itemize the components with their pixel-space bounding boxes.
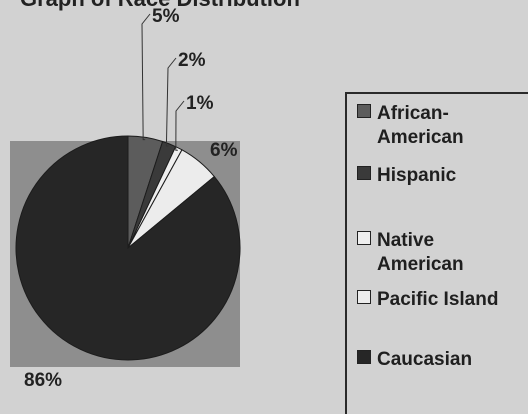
legend-swatch-african-american [357,104,371,118]
legend-swatch-caucasian [357,350,371,364]
data-label-caucasian: 86% [24,370,62,391]
legend-item-pacific-island: Pacific Island [357,288,498,312]
legend-label-african-american-line2: American [377,127,464,148]
leader-line-african-american [141,13,151,141]
leader-line-native-american [175,100,185,151]
legend-label-hispanic: Hispanic [377,165,457,186]
data-label-african-american: 5% [152,6,180,27]
legend-label-native-american-line2: American [377,254,464,275]
chart-title: Graph of Race Distribution [20,0,300,12]
legend-label-african-american-line1: African- [377,103,449,124]
leader-line-hispanic [165,57,177,147]
data-label-pacific-island: 6% [210,140,238,161]
data-label-native-american: 1% [186,93,214,114]
legend-swatch-pacific-island [357,290,371,304]
legend-label-native-american-line1: Native [377,230,435,251]
legend-label-caucasian: Caucasian [377,349,473,370]
legend-item-african-american: African- American [357,102,464,150]
legend-swatch-native-american [357,231,371,245]
pie-slice-caucasian [15,135,241,361]
legend-item-hispanic: Hispanic [357,164,456,188]
pie-chart: 5% 2% 1% 6% 86% [10,6,241,391]
legend-item-caucasian: Caucasian [357,348,472,372]
chart-legend: African- American Hispanic Native Americ… [345,92,528,414]
legend-swatch-hispanic [357,166,371,180]
legend-item-native-american: Native American [357,229,464,277]
legend-label-pacific-island: Pacific Island [377,289,499,310]
data-label-hispanic: 2% [178,50,206,71]
chart-figure: Graph of Race Distribution 5% 2% 1% 6% 86% A… [10,0,528,414]
